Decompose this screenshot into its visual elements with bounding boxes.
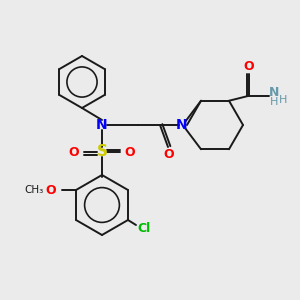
Text: N: N (96, 118, 108, 132)
Text: O: O (125, 146, 135, 158)
Text: S: S (97, 145, 107, 160)
Text: N: N (176, 118, 188, 132)
Text: O: O (244, 60, 254, 73)
Text: O: O (164, 148, 174, 160)
Text: H: H (279, 95, 287, 105)
Text: CH₃: CH₃ (25, 185, 44, 195)
Text: H: H (270, 97, 278, 107)
Text: O: O (45, 184, 56, 196)
Text: N: N (269, 86, 279, 99)
Text: Cl: Cl (137, 223, 151, 236)
Text: O: O (69, 146, 79, 158)
